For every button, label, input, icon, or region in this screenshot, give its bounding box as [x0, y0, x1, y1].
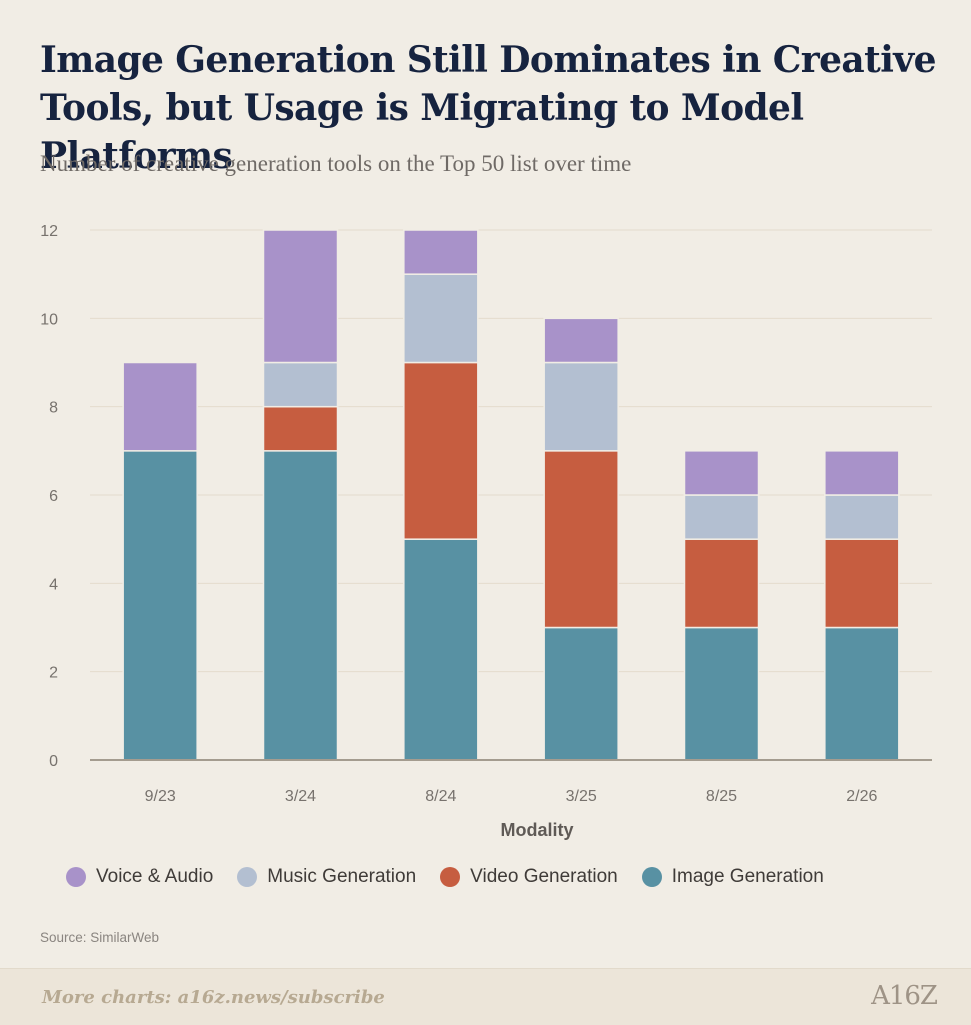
x-tick-label-9-23: 9/23	[145, 788, 176, 805]
legend-label-music-generation: Music Generation	[267, 866, 417, 887]
bar-video-generation-2-26	[824, 538, 900, 629]
bar-voice-audio-3-25	[543, 317, 619, 364]
bar-image-generation-3-24	[262, 450, 339, 761]
x-axis-title: Modality	[500, 820, 573, 840]
legend-swatch-music-generation	[237, 867, 258, 887]
bar-video-generation-8-25	[683, 538, 760, 629]
bar-voice-audio-3-24	[262, 229, 339, 364]
bar-image-generation-2-26	[824, 626, 900, 761]
x-tick-label-3-25: 3/25	[566, 788, 597, 805]
y-tick-label-0: 0	[49, 753, 58, 770]
legend-label-video-generation: Video Generation	[470, 866, 618, 887]
bar-music-generation-2-26	[824, 494, 900, 540]
chart-subtitle: Number of creative generation tools on t…	[40, 151, 632, 176]
bar-video-generation-3-24	[262, 405, 339, 452]
bar-voice-audio-8-24	[403, 229, 479, 275]
bar-image-generation-8-25	[683, 626, 760, 761]
y-tick-label-10: 10	[40, 311, 58, 328]
legend-label-image-generation: Image Generation	[671, 866, 824, 887]
chart-legend: Voice & Audio Music Generation Video Gen…	[66, 866, 824, 888]
stacked-bar-chart: 0 2 4 6 8 10 12 9/23 3/24 8/24 3/25 8/25 2/26 Modalit…	[40, 223, 932, 840]
legend-item-video-generation: Video Generation	[440, 866, 618, 888]
footer-bar: More charts: a16z.news/subscribe A16Z	[0, 968, 971, 1025]
bar-music-generation-3-25	[543, 361, 619, 452]
x-tick-label-2-26: 2/26	[846, 788, 877, 805]
bar-voice-audio-2-26	[824, 450, 900, 496]
y-tick-label-6: 6	[49, 488, 58, 505]
legend-item-music-generation: Music Generation	[237, 866, 416, 888]
bar-voice-audio-8-25	[683, 450, 760, 496]
legend-swatch-video-generation	[440, 867, 461, 887]
bar-image-generation-9-23	[122, 450, 198, 761]
subscribe-link[interactable]: More charts: a16z.news/subscribe	[42, 987, 385, 1008]
bar-video-generation-8-24	[403, 361, 479, 540]
legend-swatch-image-generation	[641, 867, 662, 887]
x-tick-label-8-25: 8/25	[706, 788, 737, 805]
bar-music-generation-3-24	[262, 361, 339, 408]
x-tick-label-8-24: 8/24	[425, 788, 456, 805]
legend-swatch-voice-audio	[66, 867, 86, 887]
bar-voice-audio-9-23	[122, 361, 198, 452]
y-tick-label-2: 2	[49, 665, 58, 682]
legend-item-voice-audio: Voice & Audio	[66, 866, 213, 888]
bar-music-generation-8-25	[683, 494, 760, 540]
bar-video-generation-3-25	[543, 450, 619, 629]
bar-music-generation-8-24	[403, 273, 479, 364]
bar-image-generation-3-25	[543, 626, 619, 761]
legend-label-voice-audio: Voice & Audio	[96, 866, 214, 887]
legend-item-image-generation: Image Generation	[641, 866, 824, 888]
x-tick-label-3-24: 3/24	[285, 788, 316, 805]
a16z-logo: A16Z	[871, 981, 938, 1011]
y-tick-label-12: 12	[40, 223, 58, 240]
y-tick-label-4: 4	[49, 576, 58, 593]
y-tick-label-8: 8	[49, 400, 58, 417]
chart-title: Image Generation Still Dominates in Crea…	[40, 39, 936, 177]
source-note: Source: SimilarWeb	[40, 930, 160, 945]
bar-image-generation-8-24	[403, 538, 479, 761]
